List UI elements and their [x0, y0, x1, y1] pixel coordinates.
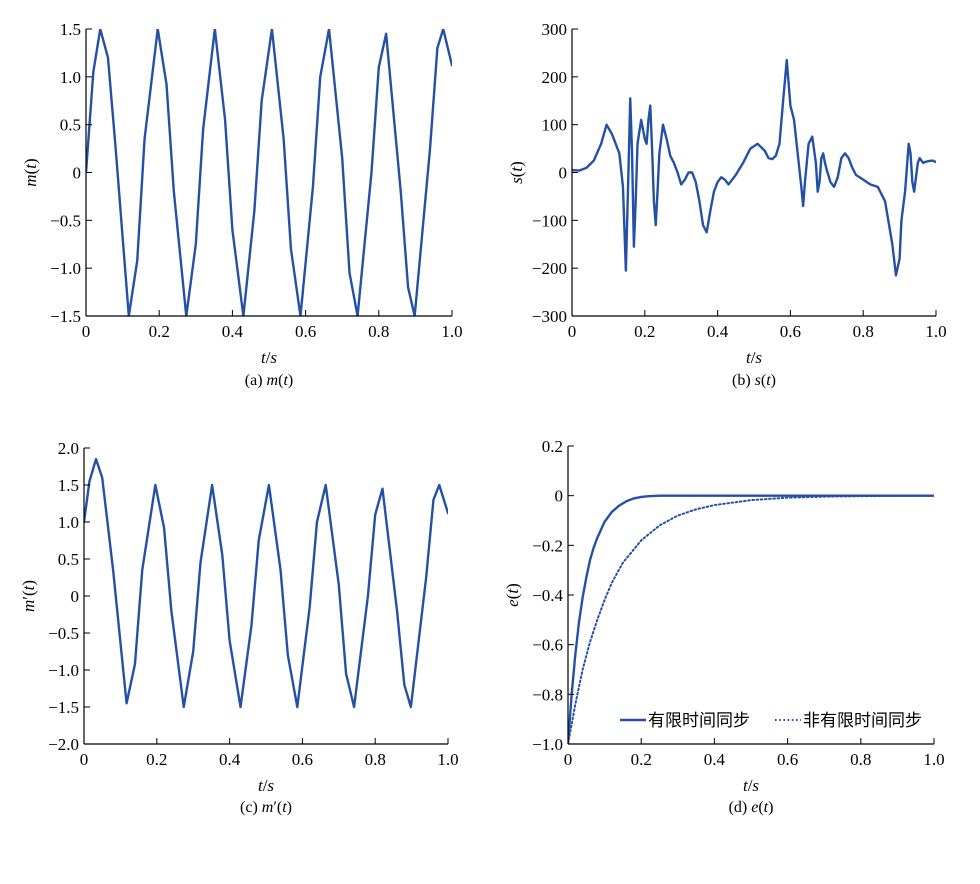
y-tick-label: 1.0	[60, 68, 81, 87]
x-tick-label: 1.0	[923, 750, 944, 769]
x-tick-label: 0.4	[222, 322, 244, 341]
series-line-dotted	[568, 494, 934, 744]
x-tick-label: 0.8	[850, 750, 871, 769]
panel-c: 0 0.2 0.4 0.6 0.8 1.0 −2.0 −1.5 −1.0 −0.5 0 0.5 1.0 1…	[19, 439, 459, 816]
panel-d: 0 0.2 0.4 0.6 0.8 1.0 −1.0 −0.8 −0.6 −0.4 −0.2 0 0.2…	[503, 437, 945, 816]
y-tick-label: −0.8	[532, 685, 563, 704]
y-axis-label: e(t)	[503, 583, 522, 607]
x-tick-label: 0.4	[219, 750, 241, 769]
y-tick-label: −0.5	[50, 211, 81, 230]
y-tick-label: 1.0	[58, 513, 79, 532]
panel-caption: (d) e(t)	[729, 799, 774, 816]
y-tick-label: 100	[542, 116, 568, 135]
x-tick-label: 0.2	[634, 322, 655, 341]
x-tick-label: 0.4	[707, 322, 729, 341]
y-tick-label: −200	[532, 259, 567, 278]
y-tick-label: −1.0	[48, 661, 79, 680]
y-tick-label: −0.6	[532, 636, 563, 655]
y-axis-label: m(t)	[21, 158, 40, 186]
x-tick-label: 1.0	[441, 322, 462, 341]
y-tick-label: 300	[542, 20, 568, 39]
y-tick-label: 0	[555, 487, 564, 506]
y-tick-label: −100	[532, 211, 567, 230]
y-tick-label: 0.5	[60, 116, 81, 135]
y-tick-label: 2.0	[58, 439, 79, 458]
y-tick-label: 1.5	[60, 20, 81, 39]
x-tick-label: 0	[82, 322, 91, 341]
y-tick-label: −1.5	[48, 698, 79, 717]
legend-label: 非有限时间同步	[803, 711, 922, 731]
x-tick-label: 0.2	[149, 322, 170, 341]
series-line-solid	[572, 58, 936, 277]
x-tick-label: 1.0	[925, 322, 946, 341]
y-tick-label: −0.2	[532, 536, 563, 555]
x-axis-label: t/s	[261, 348, 277, 367]
x-tick-label: 1.0	[437, 750, 458, 769]
y-tick-label: 1.5	[58, 476, 79, 495]
x-axis-label: t/s	[258, 776, 274, 795]
y-tick-label: −2.0	[48, 735, 79, 754]
series-line-solid	[86, 29, 452, 316]
y-tick-label: 0	[71, 587, 80, 606]
x-tick-label: 0	[564, 750, 573, 769]
x-axis-label: t/s	[743, 776, 759, 795]
legend: 有限时间同步 非有限时间同步	[620, 711, 922, 731]
y-tick-label: −1.0	[50, 259, 81, 278]
y-tick-label: 0.5	[58, 550, 79, 569]
x-tick-label: 0.6	[292, 750, 313, 769]
panel-caption: (a) m(t)	[245, 372, 293, 389]
y-tick-label: −0.4	[532, 586, 563, 605]
y-axis-label: m′(t)	[19, 580, 38, 612]
x-tick-label: 0	[568, 322, 577, 341]
series-line-solid	[84, 457, 448, 709]
y-tick-label: 200	[542, 68, 568, 87]
panel-a: 0 0.2 0.4 0.6 0.8 1.0 −1.5 −1.0 −0.5 0 0.5 1.0 1.5 t/…	[21, 20, 463, 389]
panel-b: 0 0.2 0.4 0.6 0.8 1.0 −300 −200 −100 0 100 200 300 t/…	[507, 20, 947, 389]
x-axis-label: t/s	[746, 348, 762, 367]
y-tick-label: 0.2	[542, 437, 563, 456]
panel-caption: (c) m′(t)	[240, 799, 292, 816]
legend-label: 有限时间同步	[648, 711, 750, 731]
x-tick-label: 0	[80, 750, 89, 769]
y-axis-label: s(t)	[507, 161, 526, 184]
series-line-solid	[568, 494, 934, 744]
y-tick-label: 0	[73, 164, 82, 183]
x-tick-label: 0.6	[295, 322, 316, 341]
x-tick-label: 0.8	[368, 322, 389, 341]
y-tick-label: −300	[532, 307, 567, 326]
x-tick-label: 0.6	[777, 750, 798, 769]
x-tick-label: 0.4	[704, 750, 726, 769]
y-tick-label: −1.0	[532, 735, 563, 754]
panel-caption: (b) s(t)	[732, 372, 776, 389]
x-tick-label: 0.6	[780, 322, 801, 341]
y-tick-label: 0	[559, 164, 568, 183]
x-tick-label: 0.2	[631, 750, 652, 769]
x-tick-label: 0.2	[146, 750, 167, 769]
x-tick-label: 0.8	[853, 322, 874, 341]
y-tick-label: −1.5	[50, 307, 81, 326]
y-tick-label: −0.5	[48, 624, 79, 643]
x-tick-label: 0.8	[365, 750, 386, 769]
